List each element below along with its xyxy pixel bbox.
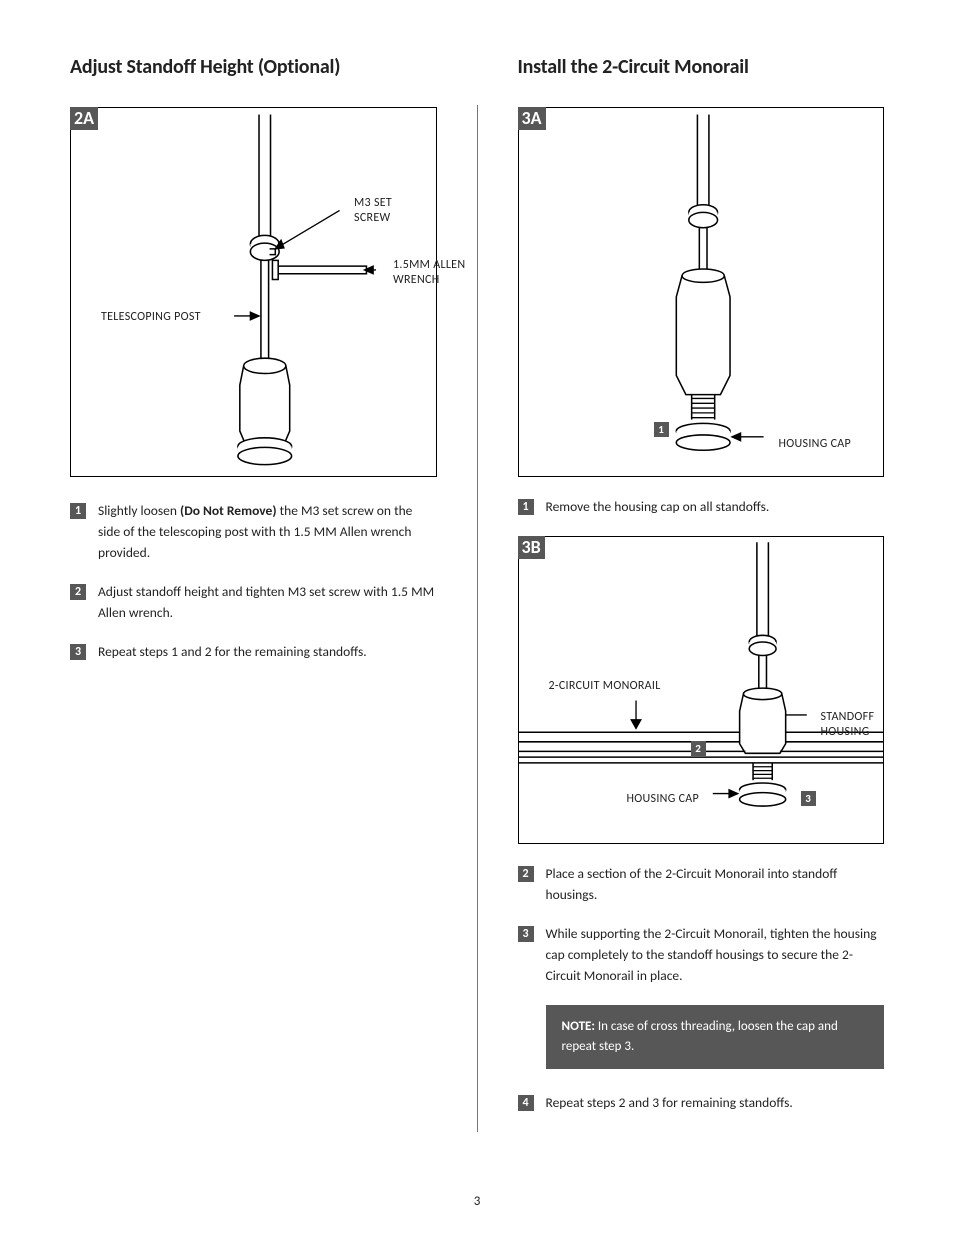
figure-2a: 2A bbox=[70, 107, 437, 477]
step-text: Place a section of the 2-Circuit Monorai… bbox=[546, 864, 885, 906]
steps-2: 1 Slightly loosen (Do Not Remove) the M3… bbox=[70, 501, 437, 663]
callout-2-icon: 2 bbox=[691, 741, 706, 756]
steps-3-last: 4 Repeat steps 2 and 3 for remaining sta… bbox=[518, 1093, 885, 1114]
col-left: Adjust Standoff Height (Optional) 2A bbox=[70, 55, 437, 1132]
note-box: NOTE: In case of cross threading, loosen… bbox=[546, 1005, 885, 1069]
lbl-cap-3b: HOUSING CAP bbox=[627, 792, 700, 807]
stepnum-icon: 2 bbox=[518, 866, 534, 882]
col-right: Install the 2-Circuit Monorail 3A bbox=[518, 55, 885, 1132]
step-text: Slightly loosen (Do Not Remove) the M3 s… bbox=[98, 501, 437, 564]
fig-3a-tag: 3A bbox=[518, 107, 546, 130]
step-3a-1: 1 Remove the housing cap on all standoff… bbox=[518, 497, 885, 518]
stepnum-icon: 1 bbox=[518, 499, 534, 515]
fig-2a-svg bbox=[71, 108, 436, 476]
figure-3a: 3A bbox=[518, 107, 885, 477]
step-3b-3: 3 While supporting the 2-Circuit Monorai… bbox=[518, 924, 885, 987]
fig-3a-svg bbox=[519, 108, 884, 476]
step-2-1: 1 Slightly loosen (Do Not Remove) the M3… bbox=[70, 501, 437, 564]
lbl-stdhousing: STANDOFF HOUSING bbox=[821, 710, 884, 740]
stepnum-icon: 3 bbox=[70, 644, 86, 660]
step-3-4: 4 Repeat steps 2 and 3 for remaining sta… bbox=[518, 1093, 885, 1114]
lbl-m3: M3 SET SCREW bbox=[354, 196, 392, 226]
stepnum-icon: 4 bbox=[518, 1095, 534, 1111]
step-text: Repeat steps 2 and 3 for remaining stand… bbox=[546, 1093, 885, 1114]
stepnum-icon: 2 bbox=[70, 584, 86, 600]
fig-2a-tag: 2A bbox=[70, 107, 98, 130]
lbl-wrench: 1.5MM ALLEN WRENCH bbox=[393, 258, 465, 288]
callout-3-icon: 3 bbox=[801, 791, 816, 806]
lbl-post: TELESCOPING POST bbox=[101, 310, 201, 325]
page-columns: Adjust Standoff Height (Optional) 2A bbox=[70, 55, 884, 1132]
step-text: Remove the housing cap on all standoffs. bbox=[546, 497, 885, 518]
lbl-mono: 2-CIRCUIT MONORAIL bbox=[549, 679, 661, 694]
steps-3a: 1 Remove the housing cap on all standoff… bbox=[518, 497, 885, 518]
t: Slightly loosen bbox=[98, 502, 180, 519]
stepnum-icon: 1 bbox=[70, 503, 86, 519]
heading-left: Adjust Standoff Height (Optional) bbox=[70, 55, 437, 79]
lbl-cap-3a: HOUSING CAP bbox=[779, 437, 852, 452]
step-text: Adjust standoff height and tighten M3 se… bbox=[98, 582, 437, 624]
callout-1-icon: 1 bbox=[654, 422, 669, 437]
fig-3b-tag: 3B bbox=[518, 536, 545, 559]
step-text: Repeat steps 1 and 2 for the remaining s… bbox=[98, 642, 437, 663]
stepnum-icon: 3 bbox=[518, 926, 534, 942]
column-divider bbox=[477, 105, 478, 1132]
step-3b-2: 2 Place a section of the 2-Circuit Monor… bbox=[518, 864, 885, 906]
t-bold: (Do Not Remove) bbox=[180, 502, 277, 519]
page-number: 3 bbox=[0, 1194, 954, 1209]
note-label: NOTE: bbox=[562, 1019, 595, 1034]
figure-3b: 3B bbox=[518, 536, 885, 844]
step-text: While supporting the 2-Circuit Monorail,… bbox=[546, 924, 885, 987]
step-2-3: 3 Repeat steps 1 and 2 for the remaining… bbox=[70, 642, 437, 663]
step-2-2: 2 Adjust standoff height and tighten M3 … bbox=[70, 582, 437, 624]
note-text: In case of cross threading, loosen the c… bbox=[562, 1019, 838, 1054]
steps-3b: 2 Place a section of the 2-Circuit Monor… bbox=[518, 864, 885, 987]
heading-right: Install the 2-Circuit Monorail bbox=[518, 55, 885, 79]
